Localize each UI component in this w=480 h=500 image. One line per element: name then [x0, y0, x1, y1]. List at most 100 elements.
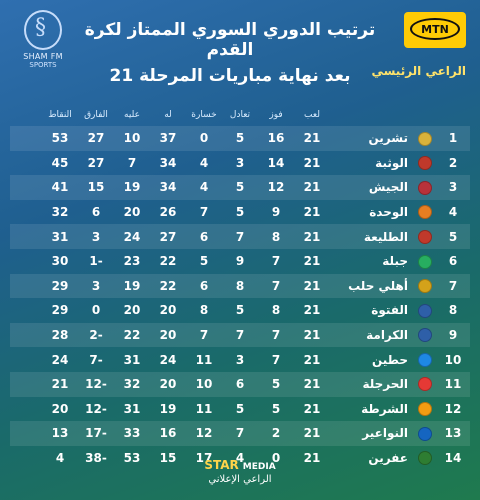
team-crest-icon — [418, 131, 432, 146]
for-cell: 19 — [159, 401, 177, 416]
logo-name: SHAM FM — [23, 52, 63, 61]
against-cell: 22 — [123, 328, 141, 343]
badge-cell — [414, 377, 436, 392]
lost-cell: 4 — [199, 155, 209, 170]
played-cell: 21 — [303, 426, 321, 441]
for-cell: 15 — [159, 451, 177, 466]
points-cell: 20 — [51, 401, 69, 416]
team-name: الشرطة — [361, 401, 408, 416]
team-crest-icon — [418, 254, 432, 269]
for-cell: 20 — [159, 303, 177, 318]
star-brand-sub: MEDIA — [242, 462, 276, 472]
for-cell: 37 — [159, 131, 177, 146]
played-cell: 21 — [303, 303, 321, 318]
diff-cell: -7 — [89, 352, 103, 367]
diff-cell: 15 — [87, 180, 105, 195]
played-cell: 21 — [303, 352, 321, 367]
against-cell: 31 — [123, 352, 141, 367]
played-cell: 21 — [303, 451, 321, 466]
draw-cell: 5 — [235, 401, 245, 416]
header-lost: خسارة — [191, 110, 217, 120]
diff-cell: -17 — [85, 426, 107, 441]
lost-cell: 7 — [199, 205, 209, 220]
points-cell: 31 — [51, 229, 69, 244]
badge-cell — [414, 254, 436, 269]
badge-cell — [414, 451, 436, 466]
won-cell: 9 — [271, 205, 281, 220]
rank-cell: 14 — [444, 451, 462, 466]
table-row: 10 حطين 21 7 3 11 24 31 -7 24 — [10, 347, 470, 372]
table-row: 13 النواعير 21 2 7 12 16 33 -17 13 — [10, 421, 470, 446]
lost-cell: 17 — [195, 451, 213, 466]
header-for: له — [164, 110, 172, 120]
lost-cell: 11 — [195, 352, 213, 367]
table-row: 11 الحرجلة 21 5 6 10 20 32 -12 21 — [10, 371, 470, 397]
badge-cell — [414, 352, 436, 367]
badge-cell — [414, 156, 436, 171]
against-cell: 33 — [123, 426, 141, 441]
team-crest-icon — [418, 180, 432, 195]
against-cell: 23 — [123, 254, 141, 269]
badge-cell — [414, 180, 436, 195]
title-line-2: بعد نهاية مباريات المرحلة 21 — [109, 66, 351, 86]
won-cell: 2 — [271, 426, 281, 441]
rank-cell: 2 — [448, 155, 458, 170]
table-row: 1 تشرين 21 16 5 0 37 10 27 53 — [10, 126, 470, 151]
table-header-row: لعب فوز تعادل خسارة له عليه الفارق النقا… — [10, 104, 470, 126]
won-cell: 5 — [271, 377, 281, 392]
draw-cell: 6 — [235, 377, 245, 392]
rank-cell: 11 — [444, 377, 462, 392]
for-cell: 34 — [159, 180, 177, 195]
for-cell: 20 — [159, 328, 177, 343]
points-cell: 24 — [51, 352, 69, 367]
table-row: 8 الفتوة 21 8 5 8 20 20 0 29 — [10, 298, 470, 323]
team-name: الفتوة — [371, 303, 408, 318]
for-cell: 27 — [159, 229, 177, 244]
header-draw: تعادل — [229, 110, 251, 120]
won-cell: 0 — [271, 451, 281, 466]
team-crest-icon — [418, 426, 432, 441]
badge-cell — [414, 303, 436, 318]
team-name: الكرامة — [366, 328, 408, 343]
lost-cell: 10 — [195, 377, 213, 392]
badge-cell — [414, 402, 436, 417]
lost-cell: 5 — [199, 254, 209, 269]
for-cell: 34 — [159, 155, 177, 170]
for-cell: 16 — [159, 426, 177, 441]
diff-cell: 27 — [87, 131, 105, 146]
draw-cell: 5 — [235, 205, 245, 220]
diff-cell: -1 — [89, 254, 103, 269]
table-row: 14 عفرين 21 0 4 17 15 53 -38 4 — [10, 446, 470, 471]
won-cell: 14 — [267, 155, 285, 170]
points-cell: 41 — [51, 180, 69, 195]
draw-cell: 4 — [235, 451, 245, 466]
draw-cell: 3 — [235, 352, 245, 367]
badge-cell — [414, 328, 436, 343]
mtn-logo: MTN — [404, 12, 466, 48]
points-cell: 32 — [51, 205, 69, 220]
played-cell: 21 — [303, 155, 321, 170]
team-crest-icon — [418, 279, 432, 294]
star-media-logo: STAR MEDIA — [0, 458, 480, 472]
team-crest-icon — [418, 402, 432, 417]
against-cell: 19 — [123, 278, 141, 293]
badge-cell — [414, 426, 436, 441]
won-cell: 16 — [267, 131, 285, 146]
team-name: الطليعة — [363, 229, 408, 244]
sham-fm-logo: SHAM FM SPORTS — [12, 10, 74, 76]
diff-cell: 0 — [91, 303, 101, 318]
team-name: الوثبة — [375, 155, 408, 170]
won-cell: 7 — [271, 328, 281, 343]
points-cell: 21 — [51, 377, 69, 392]
team-crest-icon — [418, 451, 432, 466]
table-row: 9 الكرامة 21 7 7 7 20 22 -2 28 — [10, 322, 470, 348]
lost-cell: 8 — [199, 303, 209, 318]
against-cell: 31 — [123, 401, 141, 416]
header-won: فوز — [269, 110, 283, 120]
diff-cell: 6 — [91, 205, 101, 220]
badge-cell — [414, 205, 436, 220]
played-cell: 21 — [303, 328, 321, 343]
diff-cell: 3 — [91, 278, 101, 293]
against-cell: 32 — [123, 377, 141, 392]
draw-cell: 9 — [235, 254, 245, 269]
